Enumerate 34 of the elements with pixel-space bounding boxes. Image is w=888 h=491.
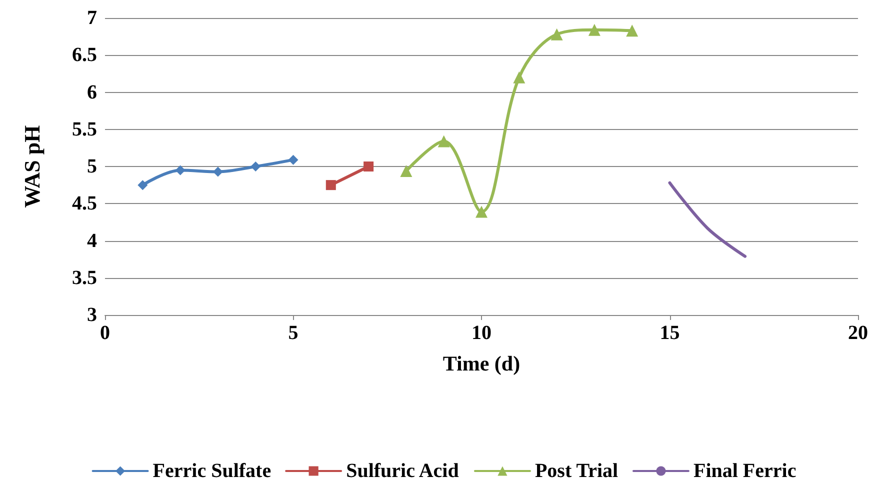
legend-label: Ferric Sulfate [152,460,272,482]
legend-label: Final Ferric [693,460,796,482]
x-tick-label: 0 [100,322,110,344]
point [626,24,638,37]
x-tick-label: 15 [660,322,680,344]
y-tick-label: 6.5 [72,44,97,66]
point [550,28,563,40]
x-axis-title: Time (d) [442,352,520,376]
point [326,180,336,190]
legend-label: Sulfuric Acid [346,460,459,482]
point [400,164,412,177]
y-tick-label: 3.5 [72,266,97,289]
point [513,71,526,84]
point [476,206,488,218]
x-tick-label: 10 [472,322,492,344]
y-tick-label: 6 [87,81,97,104]
point [288,154,298,165]
point [588,24,600,36]
point [212,166,223,177]
y-axis-title: WAS pH [20,125,44,208]
point [250,162,261,172]
point [175,165,186,176]
point [438,135,450,148]
y-tick-label: 4.5 [72,192,97,215]
point [138,180,148,190]
x-tick-label: 5 [288,322,298,344]
point [364,162,374,172]
y-tick-label: 5.5 [72,118,97,140]
y-tick-label: 7 [87,7,97,29]
legend-label: Post Trial [534,460,619,482]
y-tick-label: 4 [87,230,97,252]
x-tick-label: 20 [848,322,868,344]
y-tick-label: 3 [87,304,97,326]
y-tick-label: 5 [87,156,97,178]
